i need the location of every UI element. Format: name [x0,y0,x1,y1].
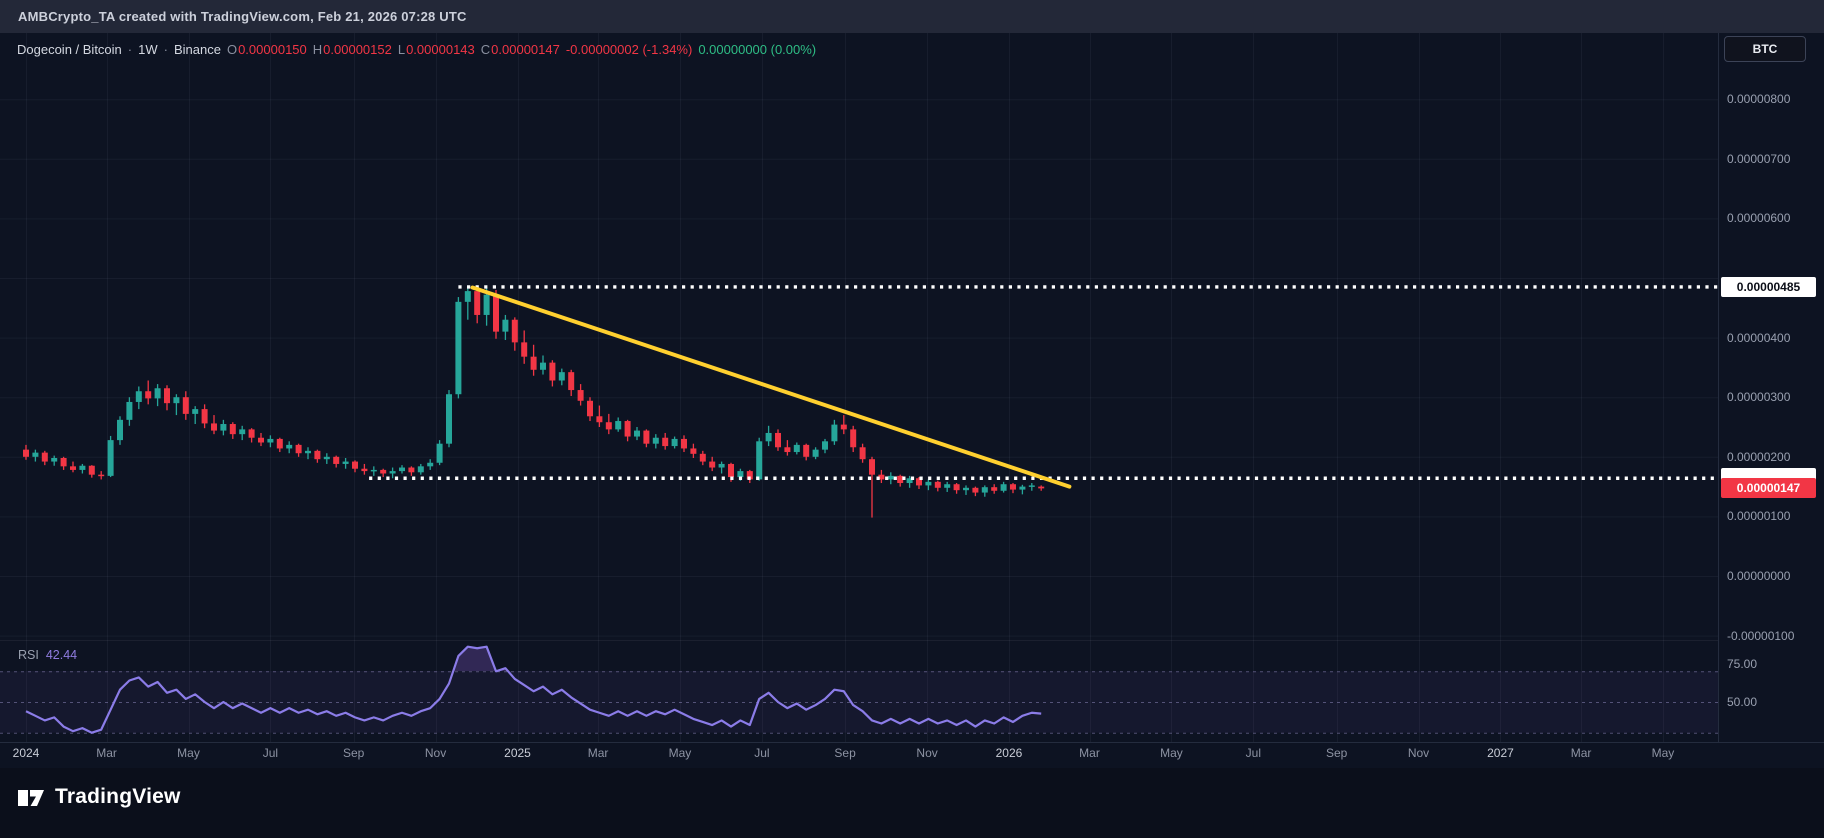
price-axis-tick: 0.00000700 [1727,151,1791,166]
separator-dot: · [127,42,133,57]
time-axis-tick: May [668,746,692,760]
time-axis-tick: Sep [1325,746,1348,760]
time-axis-tick: Sep [342,746,365,760]
price-axis-tick: -0.00000100 [1727,628,1795,643]
attribution-text: AMBCrypto_TA created with TradingView.co… [18,9,467,24]
price-axis-tick: 0.00000600 [1727,211,1791,226]
time-axis-tick: Nov [916,746,938,760]
ohlc-low: L0.00000143 [397,42,475,57]
price-axis-tick: 0.00000100 [1727,509,1791,524]
symbol-info-bar: Dogecoin / Bitcoin · 1W · Binance O0.000… [17,42,816,57]
time-axis-tick: May [1651,746,1675,760]
ohlc-high: H0.00000152 [312,42,392,57]
symbol-name[interactable]: Dogecoin / Bitcoin [17,42,122,57]
time-axis-tick: Mar [587,746,609,760]
exchange-label: Binance [173,42,221,57]
price-axis-tick: 0.00000800 [1727,92,1791,107]
change-value: -0.00000002 (-1.34%) [565,42,693,57]
ohlc-close: C0.00000147 [480,42,560,57]
time-axis-tick: Sep [834,746,856,760]
time-axis-tick: Mar [96,746,117,760]
price-axis-tick: 0.00000200 [1727,449,1791,464]
time-axis-tick: Jul [262,746,279,760]
tradingview-logo[interactable]: TradingView [16,782,181,812]
time-axis-tick: 2027 [1487,746,1514,760]
interval-label[interactable]: 1W [138,42,158,57]
rsi-axis-tick: 75.00 [1727,656,1758,671]
attribution-bar: AMBCrypto_TA created with TradingView.co… [0,0,1824,33]
price-axis-tick: 0.00000300 [1727,390,1791,405]
time-axis-tick: 2025 [504,746,531,760]
time-axis-tick: Mar [1079,746,1100,760]
rsi-value: 42.44 [45,648,78,662]
time-axis-tick: Nov [1407,746,1430,760]
ohlc-open: O0.00000150 [226,42,307,57]
time-axis-tick: Mar [1570,746,1592,760]
tradingview-logo-text: TradingView [55,785,181,808]
time-axis-tick: Jul [1245,746,1262,760]
time-axis-tick: May [1160,746,1183,760]
rsi-label: RSI [18,648,39,662]
price-axis-tick: 0.00000400 [1727,330,1791,345]
separator-dot: · [163,42,168,57]
secondary-change-value: 0.00000000 (0.00%) [698,42,817,57]
resistance-price-label: 0.00000485 [1721,276,1816,297]
last-price-label: 0.00000147 [1721,478,1816,499]
rsi-axis-tick: 50.00 [1727,695,1758,709]
time-axis-tick: Nov [424,746,447,760]
rsi-indicator-header[interactable]: RSI 42.44 [18,648,77,662]
time-axis-tick: Jul [754,746,770,760]
time-axis-tick: 2026 [995,746,1023,760]
time-axis-tick: 2024 [12,746,40,760]
currency-toggle-button[interactable]: BTC [1724,36,1806,62]
price-axis-tick: 0.00000000 [1727,569,1791,583]
tradingview-logo-icon [18,790,44,806]
time-axis-tick: May [177,746,200,760]
